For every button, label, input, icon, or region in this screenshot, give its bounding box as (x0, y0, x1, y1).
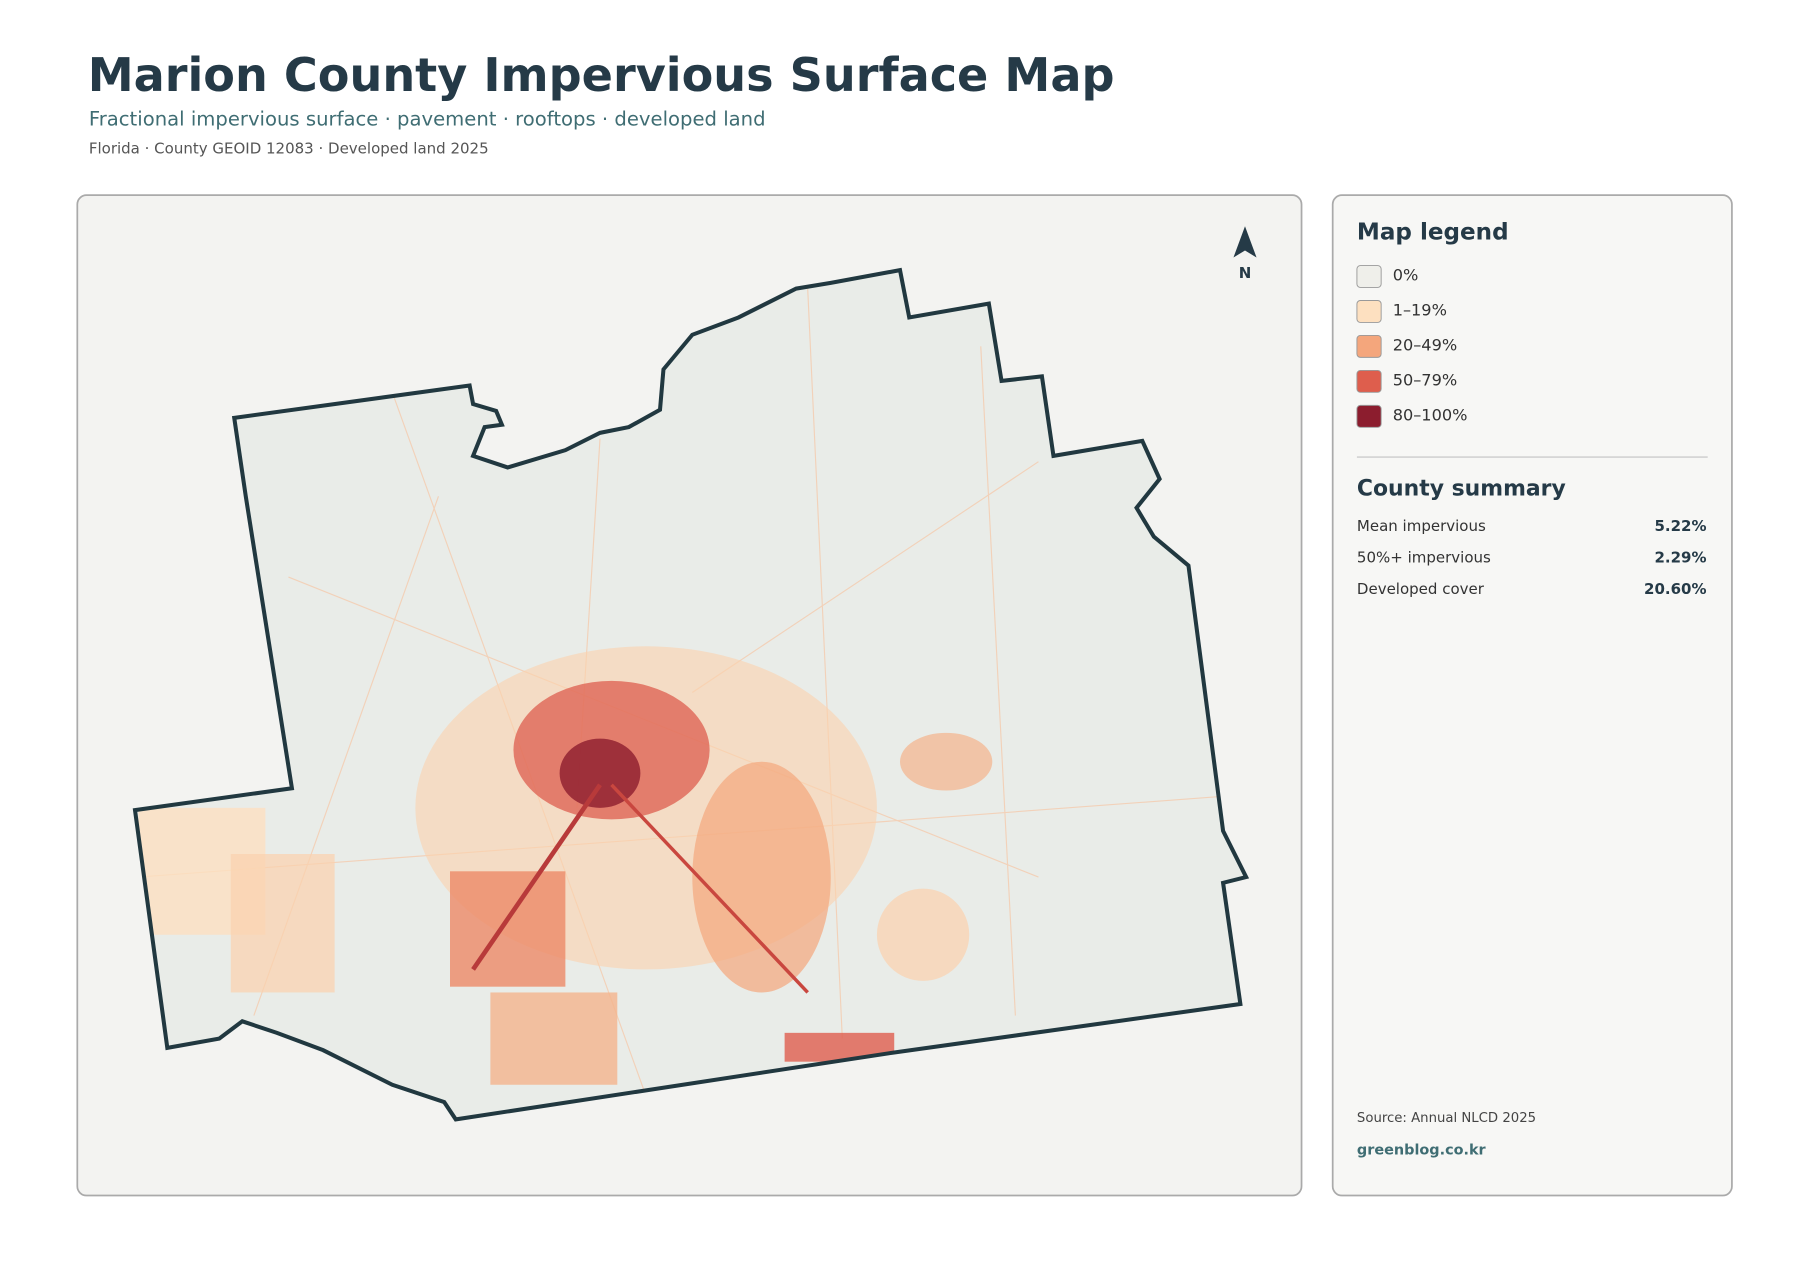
legend-swatch (1356, 335, 1382, 358)
source: Source: Annual NLCD 2025 (1357, 1111, 1536, 1126)
summary-value: 5.22% (1654, 517, 1706, 535)
legend-swatch (1356, 300, 1382, 323)
impervious-layer (138, 288, 1224, 1097)
legend-title: Map legend (1357, 220, 1509, 246)
north-label: N (1239, 264, 1252, 282)
summary-value: 2.29% (1654, 548, 1706, 566)
legend-label: 20–49% (1393, 335, 1457, 354)
legend-label: 0% (1393, 265, 1419, 284)
legend-items: 0% 1–19% 20–49% 50–79% 80–100% (1356, 265, 1468, 428)
legend-panel (1331, 194, 1733, 1197)
summary-label: Mean impervious (1357, 517, 1486, 535)
legend-swatch (1356, 404, 1382, 428)
legend-swatch (1356, 265, 1382, 288)
legend-label: 50–79% (1393, 370, 1457, 389)
legend-swatch (1356, 369, 1382, 393)
county-map (135, 270, 1246, 1119)
meta: Florida · County GEOID 12083 · Developed… (89, 140, 489, 158)
north-arrow: N (1233, 226, 1257, 282)
summary-value: 20.60% (1644, 580, 1706, 598)
subtitle: Fractional impervious surface · pavement… (89, 108, 766, 131)
title: Marion County Impervious Surface Map (88, 48, 1115, 102)
summary-title: County summary (1357, 476, 1566, 501)
summary-rows: Mean impervious 5.22% 50%+ impervious 2.29%… (1357, 517, 1707, 598)
legend-label: 80–100% (1393, 405, 1468, 424)
site: greenblog.co.kr (1357, 1143, 1487, 1159)
summary-label: 50%+ impervious (1357, 548, 1491, 566)
legend-label: 1–19% (1393, 300, 1447, 319)
north-arrow-icon (1233, 226, 1257, 258)
summary-label: Developed cover (1357, 580, 1485, 598)
